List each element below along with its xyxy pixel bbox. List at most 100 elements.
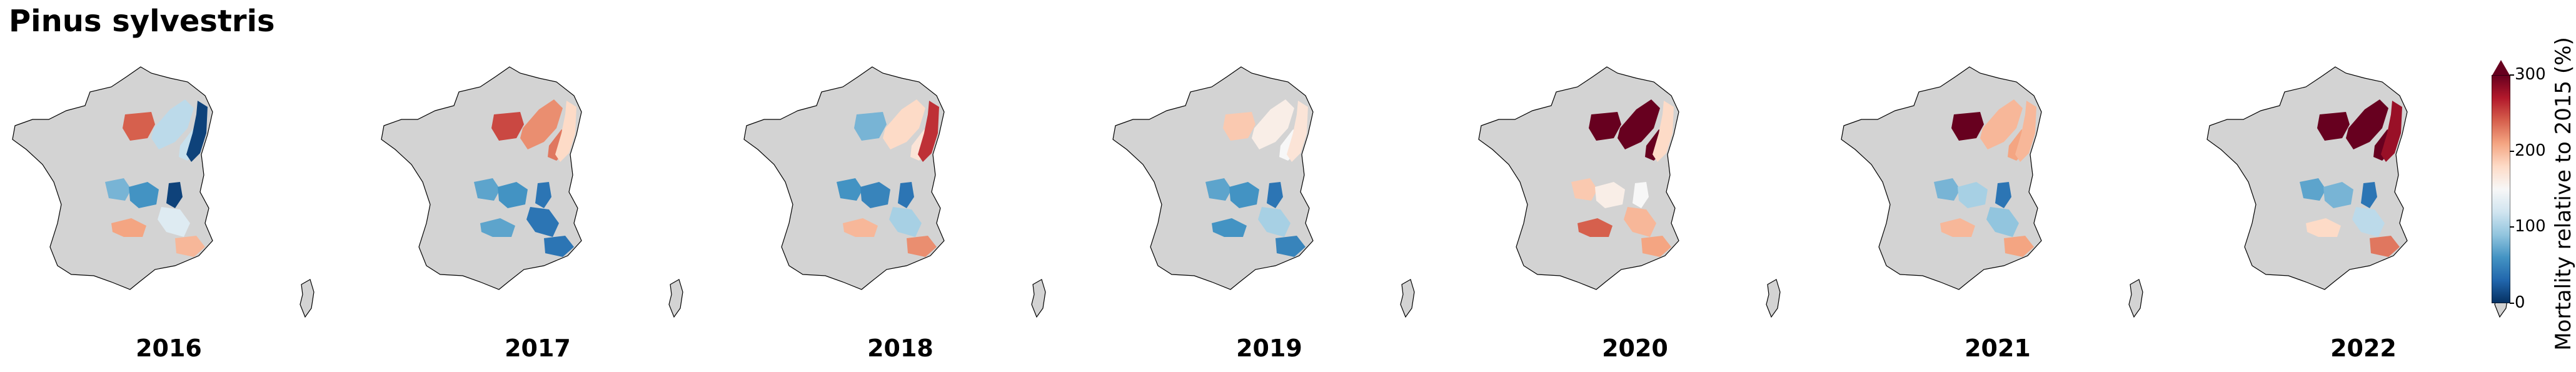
colorbar-extend-arrow: [2492, 60, 2510, 76]
region-lorraine: [1252, 99, 1294, 149]
region-jura-alps: [1995, 182, 2011, 208]
region-massif-central-e: [1229, 182, 1259, 208]
region-alsace: [2015, 101, 2036, 162]
region-massif-central-e: [129, 182, 159, 208]
map-panel-2021: [1835, 59, 2160, 322]
region-pyrenees-e: [111, 218, 146, 237]
region-jura-alps: [898, 182, 914, 208]
year-label: 2018: [867, 334, 933, 362]
france-mainland: [12, 66, 213, 290]
region-jura-alps: [2361, 182, 2377, 208]
region-provence: [1641, 236, 1671, 257]
region-pyrenees-e: [843, 218, 878, 237]
year-label: 2021: [1965, 334, 2031, 362]
corsica: [299, 279, 314, 318]
france-mainland: [2206, 66, 2408, 290]
france-map: [1112, 66, 1415, 318]
region-south-alps: [1986, 207, 2019, 237]
france-mainland: [1112, 66, 1314, 290]
region-pyrenees-e: [1212, 218, 1247, 237]
region-massif-central-w: [105, 178, 131, 201]
france-mainland: [743, 66, 945, 290]
france-mainland: [1478, 66, 1679, 290]
year-label: 2017: [505, 334, 571, 362]
region-south-alps: [158, 207, 190, 237]
region-jura-alps: [1633, 182, 1649, 208]
region-lorraine: [151, 99, 194, 149]
region-south-alps: [2352, 207, 2385, 237]
france-map: [2206, 66, 2509, 318]
region-south-alps: [889, 207, 922, 237]
region-pyrenees-e: [480, 218, 515, 237]
region-massif-central-w: [1205, 178, 1232, 201]
region-alsace: [1653, 101, 1674, 162]
region-pyrenees-e: [1940, 218, 1975, 237]
region-south-alps: [526, 207, 559, 237]
region-north-center: [1223, 112, 1255, 141]
colorbar-tick-label: 300: [2510, 65, 2546, 84]
region-lorraine: [1618, 99, 1660, 149]
region-pyrenees-e: [1577, 218, 1613, 237]
region-massif-central-w: [837, 178, 863, 201]
france-map: [381, 66, 683, 318]
map-panel-2018: [738, 59, 1063, 322]
colorbar-tick-label: 0: [2510, 293, 2525, 312]
year-label: 2022: [2330, 334, 2397, 362]
region-north-center: [1589, 112, 1621, 141]
region-massif-central-e: [498, 182, 528, 208]
france-map: [12, 66, 314, 318]
region-massif-central-w: [474, 178, 500, 201]
map-panel-2016: [6, 59, 331, 322]
region-massif-central-w: [1571, 178, 1597, 201]
france-map: [1841, 66, 2143, 318]
region-alsace: [918, 101, 939, 162]
france-map: [743, 66, 1046, 318]
year-label: 2020: [1602, 334, 1668, 362]
region-provence: [2004, 236, 2034, 257]
region-jura-alps: [535, 182, 551, 208]
region-alsace: [1287, 101, 1308, 162]
map-panel-2022: [2201, 59, 2526, 322]
region-lorraine: [883, 99, 925, 149]
colorbar-label: Mortality relative to 2015 (%): [2551, 37, 2576, 351]
region-alsace: [2381, 101, 2402, 162]
region-provence: [175, 236, 205, 257]
colorbar: [2492, 75, 2510, 303]
france-mainland: [1841, 66, 2042, 290]
year-label: 2016: [136, 334, 202, 362]
region-massif-central-e: [1958, 182, 1988, 208]
region-north-center: [2317, 112, 2350, 141]
region-massif-central-w: [1934, 178, 1960, 201]
region-jura-alps: [1267, 182, 1283, 208]
region-north-center: [491, 112, 524, 141]
map-panel-2019: [1107, 59, 1432, 322]
region-south-alps: [1624, 207, 1656, 237]
map-panel-2017: [375, 59, 700, 322]
region-lorraine: [1980, 99, 2023, 149]
corsica: [1031, 279, 1046, 318]
colorbar-tick-label: 200: [2510, 141, 2546, 160]
region-jura-alps: [166, 182, 183, 208]
region-north-center: [854, 112, 887, 141]
corsica: [1400, 279, 1415, 318]
map-panel-2020: [1472, 59, 1798, 322]
region-lorraine: [520, 99, 563, 149]
region-south-alps: [1258, 207, 1291, 237]
corsica: [2128, 279, 2143, 318]
region-north-center: [1951, 112, 1984, 141]
france-mainland: [381, 66, 582, 290]
figure-title: Pinus sylvestris: [9, 4, 275, 39]
year-label: 2019: [1236, 334, 1302, 362]
region-massif-central-w: [2300, 178, 2326, 201]
region-north-center: [123, 112, 155, 141]
france-map: [1478, 66, 1781, 318]
corsica: [1766, 279, 1781, 318]
region-massif-central-e: [1595, 182, 1625, 208]
region-alsace: [186, 101, 208, 162]
region-lorraine: [2346, 99, 2388, 149]
region-pyrenees-e: [2306, 218, 2341, 237]
region-massif-central-e: [2323, 182, 2353, 208]
region-massif-central-e: [860, 182, 890, 208]
region-provence: [907, 236, 937, 257]
colorbar-tick-label: 100: [2510, 217, 2546, 236]
